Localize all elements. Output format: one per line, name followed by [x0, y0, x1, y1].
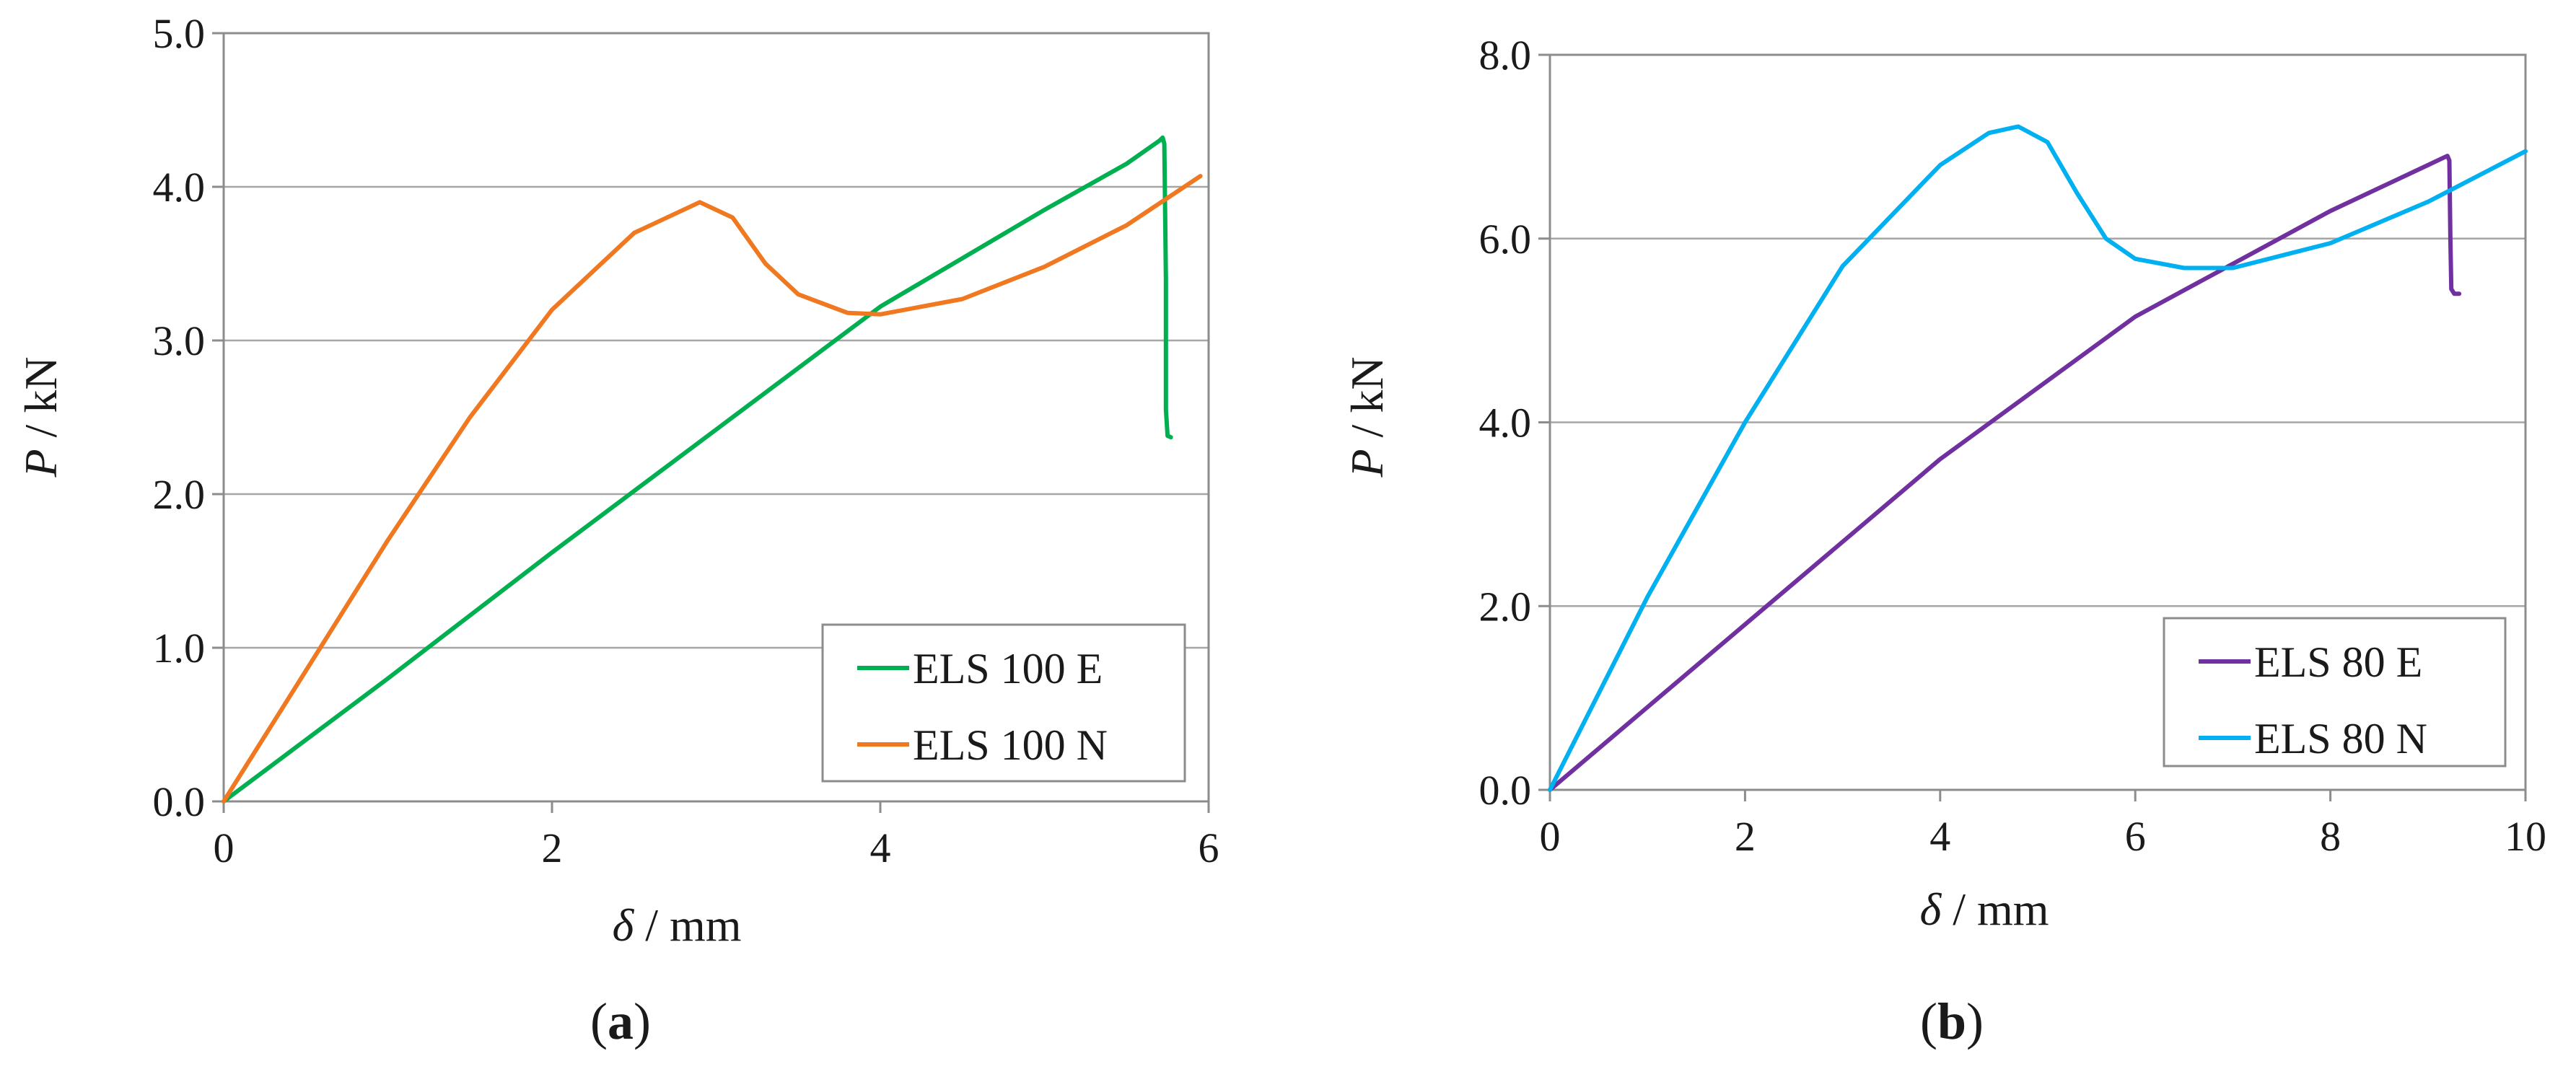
- chart-panel-b: 0.0 2.0 4.0 6.0 8.0 0 2 4 6 8 10 δ / mm P / kN ELS 80…: [1341, 32, 2546, 1050]
- series-line-els-80-n: [1548, 124, 2528, 792]
- series-line-els-100-e: [222, 135, 1173, 804]
- x-tick-label: 4: [870, 824, 891, 871]
- panel-label-open-paren: (: [590, 993, 608, 1050]
- y-tick-label: 0.0: [1479, 767, 1532, 814]
- panel-label-close-paren: ): [634, 993, 651, 1050]
- x-tick-label: 6: [1199, 824, 1219, 871]
- y-tick-label: 6.0: [1479, 216, 1532, 263]
- x-axis-label-unit: / mm: [634, 899, 741, 951]
- panel-label-close-paren: ): [1966, 993, 1984, 1050]
- x-axis-label-symbol: δ: [612, 899, 634, 951]
- plot-frame: [222, 32, 1210, 803]
- legend-entry-label: ELS 80 N: [2254, 715, 2427, 762]
- legend-entry-label: ELS 100 E: [913, 645, 1103, 692]
- x-axis-label: δ / mm: [1919, 884, 2049, 935]
- legend: ELS 80 E ELS 80 N: [2163, 617, 2507, 767]
- x-tick-label: 0: [1540, 813, 1561, 860]
- y-tick-label: 4.0: [1479, 400, 1532, 446]
- y-axis-label-unit: / kN: [1341, 356, 1393, 449]
- y-tick-label: 8.0: [1479, 32, 1532, 79]
- y-axis-label: P / kN: [15, 356, 66, 478]
- chart-panel-a: 0.0 1.0 2.0 3.0 4.0 5.0 0 2 4 6 δ / mm P / kN ELS 10…: [15, 10, 1219, 1050]
- legend-box: [2163, 617, 2507, 767]
- x-tick-label: 2: [1735, 813, 1756, 860]
- y-tick-label: 5.0: [153, 10, 206, 57]
- y-tick-label: 2.0: [153, 471, 206, 518]
- y-axis-label-symbol: P: [15, 449, 66, 478]
- legend-box: [821, 623, 1186, 783]
- series-line-els-80-e: [1548, 154, 2462, 792]
- y-axis-label: P / kN: [1341, 356, 1393, 478]
- y-tick-label: 2.0: [1479, 583, 1532, 630]
- y-axis-label-symbol: P: [1341, 449, 1393, 478]
- x-tick-label: 6: [2125, 813, 2146, 860]
- x-tick-label: 4: [1929, 813, 1950, 860]
- y-tick-label: 3.0: [153, 317, 206, 364]
- y-tick-label: 0.0: [153, 778, 206, 825]
- x-tick-label: 2: [542, 824, 563, 871]
- panel-label-letter: b: [1937, 993, 1966, 1050]
- legend-entry-label: ELS 100 N: [913, 721, 1108, 769]
- x-axis-label-symbol: δ: [1919, 884, 1942, 935]
- y-tick-label: 4.0: [153, 164, 206, 211]
- x-tick-label: 10: [2505, 813, 2546, 860]
- panel-label: (b): [1920, 993, 1984, 1050]
- panel-label-letter: a: [608, 993, 634, 1050]
- x-tick-label: 8: [2320, 813, 2341, 860]
- panel-label-open-paren: (: [1920, 993, 1937, 1050]
- legend-entry-label: ELS 80 E: [2254, 638, 2422, 686]
- y-axis-label-unit: / kN: [15, 356, 66, 449]
- legend: ELS 100 E ELS 100 N: [821, 623, 1186, 783]
- y-tick-label: 1.0: [153, 625, 206, 672]
- panel-label: (a): [590, 993, 651, 1050]
- x-axis-label: δ / mm: [612, 899, 741, 951]
- x-axis-label-unit: / mm: [1941, 884, 2049, 935]
- series-line-els-100-n: [222, 174, 1203, 804]
- x-tick-label: 0: [214, 824, 235, 871]
